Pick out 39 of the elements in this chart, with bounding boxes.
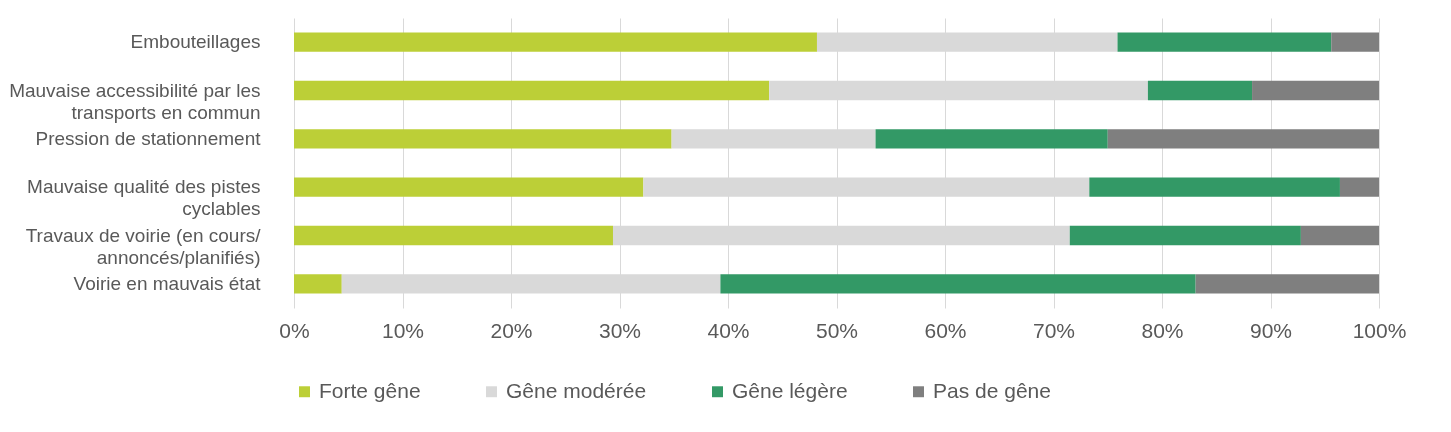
- y-tick-label: Mauvaise accessibilité par les transports en commun: [9, 79, 261, 123]
- bar: [1252, 80, 1379, 101]
- y-tick-label: Embouteillages: [130, 31, 261, 53]
- bar: [1089, 177, 1340, 197]
- x-tick-label: 60%: [924, 318, 967, 342]
- bar: [720, 274, 1196, 294]
- x-tick-label: 20%: [490, 318, 533, 342]
- x-tick-label: 10%: [381, 318, 425, 342]
- bar: [1147, 80, 1253, 101]
- bar: [294, 177, 644, 197]
- legend-label: Pas de gêne: [933, 378, 1051, 402]
- bar: [1331, 32, 1379, 52]
- x-tick-label: 90%: [1249, 318, 1293, 342]
- bar: [875, 129, 1108, 149]
- y-tick-label: Travaux de voirie (en cours/annoncés/planifiés): [25, 224, 262, 268]
- legend-label: Forte gêne: [319, 378, 421, 402]
- bar: [1339, 177, 1379, 197]
- bar: [1117, 32, 1332, 52]
- y-tick-label: Pression de stationnement: [35, 127, 262, 149]
- bar: [294, 129, 672, 149]
- bar: [1107, 129, 1379, 149]
- bar: [1195, 274, 1379, 294]
- y-tick-label: Voirie en mauvais état: [73, 272, 262, 294]
- x-tick-label: 0%: [279, 318, 310, 342]
- x-tick-label: 80%: [1141, 318, 1184, 342]
- bar: [1069, 225, 1301, 246]
- x-tick-label: 40%: [707, 318, 750, 342]
- y-tick-label: Mauvaise qualité des pistes cyclables: [27, 176, 261, 220]
- bar: [294, 274, 342, 294]
- x-tick-label: 100%: [1352, 318, 1407, 342]
- bar: [294, 225, 613, 246]
- x-tick-label: 30%: [598, 318, 642, 342]
- bar: [294, 80, 770, 101]
- bar: [294, 32, 817, 52]
- x-tick-label: 50%: [815, 318, 859, 342]
- legend-label: Gêne légère: [732, 378, 848, 402]
- bar: [1300, 225, 1379, 246]
- legend-label: Gêne modérée: [506, 378, 647, 402]
- x-tick-label: 70%: [1032, 318, 1076, 342]
